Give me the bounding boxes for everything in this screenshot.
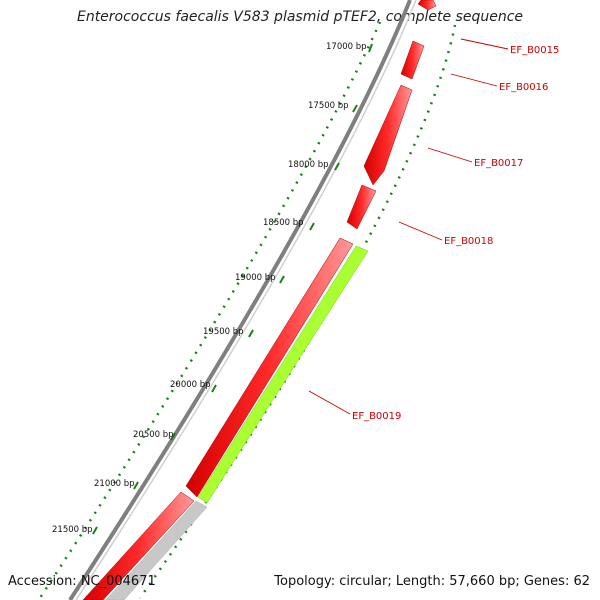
- tick-label: 19000 bp: [235, 273, 276, 283]
- accession-text: Accession: NC_004671: [8, 574, 156, 589]
- gene-label-EF_B0018[interactable]: EF_B0018: [444, 236, 493, 247]
- gene-label-EF_B0015[interactable]: EF_B0015: [510, 45, 559, 56]
- cds-EF_B0019-highlight[interactable]: [197, 245, 369, 504]
- cds-EF_B0017[interactable]: [363, 84, 413, 186]
- cds-EF_B0015[interactable]: [417, 0, 437, 11]
- gene-label-EF_B0017[interactable]: EF_B0017: [474, 158, 523, 169]
- tick-label: 18000 bp: [288, 160, 329, 170]
- cds-EF_B0019-forward[interactable]: [185, 237, 354, 498]
- tick-label: 20500 bp: [133, 430, 174, 440]
- map-title: Enterococcus faecalis V583 plasmid pTEF2…: [76, 9, 524, 25]
- cds-red-bottom[interactable]: [82, 491, 195, 600]
- backbone-arc-highlight: [75, 0, 417, 600]
- backbone-arc: [68, 0, 412, 600]
- gene-label-EF_B0019[interactable]: EF_B0019: [352, 411, 401, 422]
- tick-label: 17500 bp: [308, 101, 349, 111]
- tick-label: 20000 bp: [170, 380, 211, 390]
- gene-label-EF_B0016[interactable]: EF_B0016: [499, 82, 548, 93]
- tick-label: 21500 bp: [52, 525, 93, 535]
- tick-label: 18500 bp: [263, 218, 304, 228]
- cds-partial-grey[interactable]: [105, 500, 208, 600]
- tick-marks: [92, 43, 373, 535]
- tick-label: 17000 bp: [326, 42, 367, 52]
- cds-EF_B0018[interactable]: [346, 184, 377, 230]
- tick-labels: 17000 bp 17500 bp 18000 bp 18500 bp 1900…: [52, 42, 367, 535]
- cds-EF_B0016[interactable]: [400, 40, 425, 80]
- outer-dotted-track: [38, 21, 382, 599]
- tick-label: 19500 bp: [203, 327, 244, 337]
- gene-labels: EF_B0015 EF_B0016 EF_B0017 EF_B0018 EF_B…: [352, 45, 559, 422]
- tick-label: 21000 bp: [94, 479, 135, 489]
- gene-leader-lines: [308, 38, 509, 415]
- topology-summary: Topology: circular; Length: 57,660 bp; G…: [274, 574, 590, 589]
